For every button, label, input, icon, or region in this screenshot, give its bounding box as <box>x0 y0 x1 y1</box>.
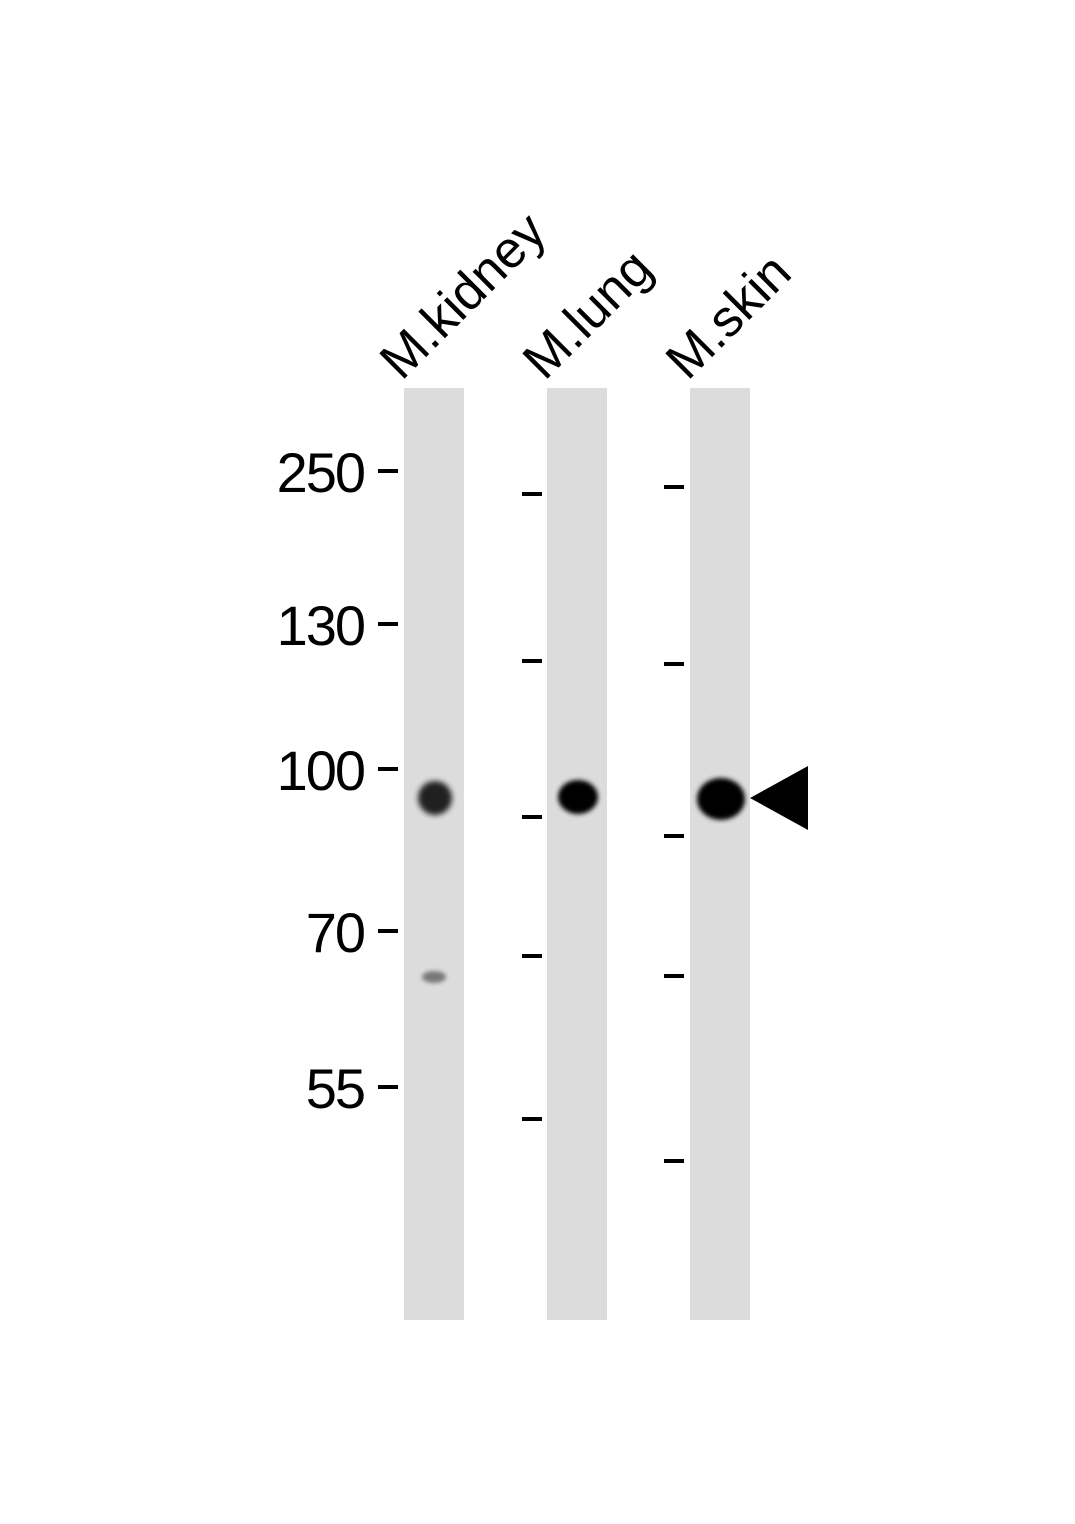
marker-70: 70 <box>305 901 366 964</box>
band-kidney-minor <box>422 971 446 983</box>
lane-label-skin: M.skin <box>655 242 803 391</box>
tick <box>664 662 684 666</box>
marker-250: 250 <box>276 441 366 504</box>
tick <box>378 1085 398 1089</box>
tick <box>522 954 542 958</box>
tick <box>664 485 684 489</box>
marker-55: 55 <box>305 1057 366 1120</box>
arrow-icon <box>750 766 808 830</box>
band-skin <box>697 778 745 820</box>
marker-100: 100 <box>276 739 366 802</box>
lane-lung <box>547 388 607 1320</box>
marker-130: 130 <box>276 594 366 657</box>
tick <box>378 767 398 771</box>
tick <box>378 622 398 626</box>
band-lung <box>558 780 598 814</box>
tick <box>664 1159 684 1163</box>
lane-skin <box>690 388 750 1320</box>
lane-kidney <box>404 388 464 1320</box>
tick <box>522 659 542 663</box>
band-kidney-main <box>418 781 452 815</box>
tick <box>522 492 542 496</box>
tick <box>664 974 684 978</box>
tick <box>522 1117 542 1121</box>
tick <box>378 929 398 933</box>
tick <box>664 834 684 838</box>
tick <box>378 469 398 473</box>
tick <box>522 815 542 819</box>
